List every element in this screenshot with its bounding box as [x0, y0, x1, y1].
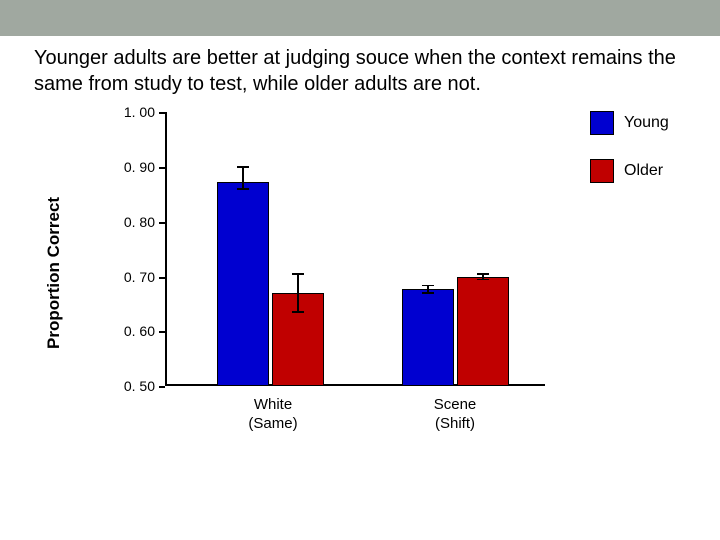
y-tick-label: 0. 50 [124, 378, 155, 394]
bar [457, 277, 509, 387]
y-axis-label: Proportion Correct [44, 197, 64, 349]
x-category-label: Scene(Shift) [405, 396, 505, 434]
error-cap [422, 285, 434, 287]
y-tick-mark [159, 386, 165, 388]
y-tick-mark [159, 222, 165, 224]
y-tick-mark [159, 277, 165, 279]
y-tick-mark [159, 167, 165, 169]
error-bar [242, 167, 244, 189]
error-cap [477, 273, 489, 275]
y-tick-label: 0. 60 [124, 323, 155, 339]
legend-swatch [590, 111, 614, 135]
y-tick-label: 1. 00 [124, 104, 155, 120]
bar [402, 289, 454, 386]
error-cap [477, 279, 489, 281]
header-bar [0, 0, 720, 36]
error-cap [292, 273, 304, 275]
error-cap [237, 166, 249, 168]
error-cap [292, 311, 304, 313]
chart-area: Proportion Correct 1. 00 0. 90 0. 80 0. 70 0… [0, 101, 720, 531]
error-cap [237, 188, 249, 190]
page-title: Younger adults are better at judging sou… [0, 36, 720, 101]
error-bar [297, 274, 299, 312]
x-category-label: White(Same) [223, 396, 323, 434]
bar [217, 182, 269, 386]
legend-label: Young [624, 114, 669, 132]
y-tick-label: 0. 90 [124, 159, 155, 175]
y-tick-mark [159, 331, 165, 333]
legend-swatch [590, 159, 614, 183]
legend-label: Older [624, 162, 663, 180]
y-tick-label: 0. 70 [124, 269, 155, 285]
y-tick-mark [159, 112, 165, 114]
error-cap [422, 292, 434, 294]
y-tick-label: 0. 80 [124, 214, 155, 230]
